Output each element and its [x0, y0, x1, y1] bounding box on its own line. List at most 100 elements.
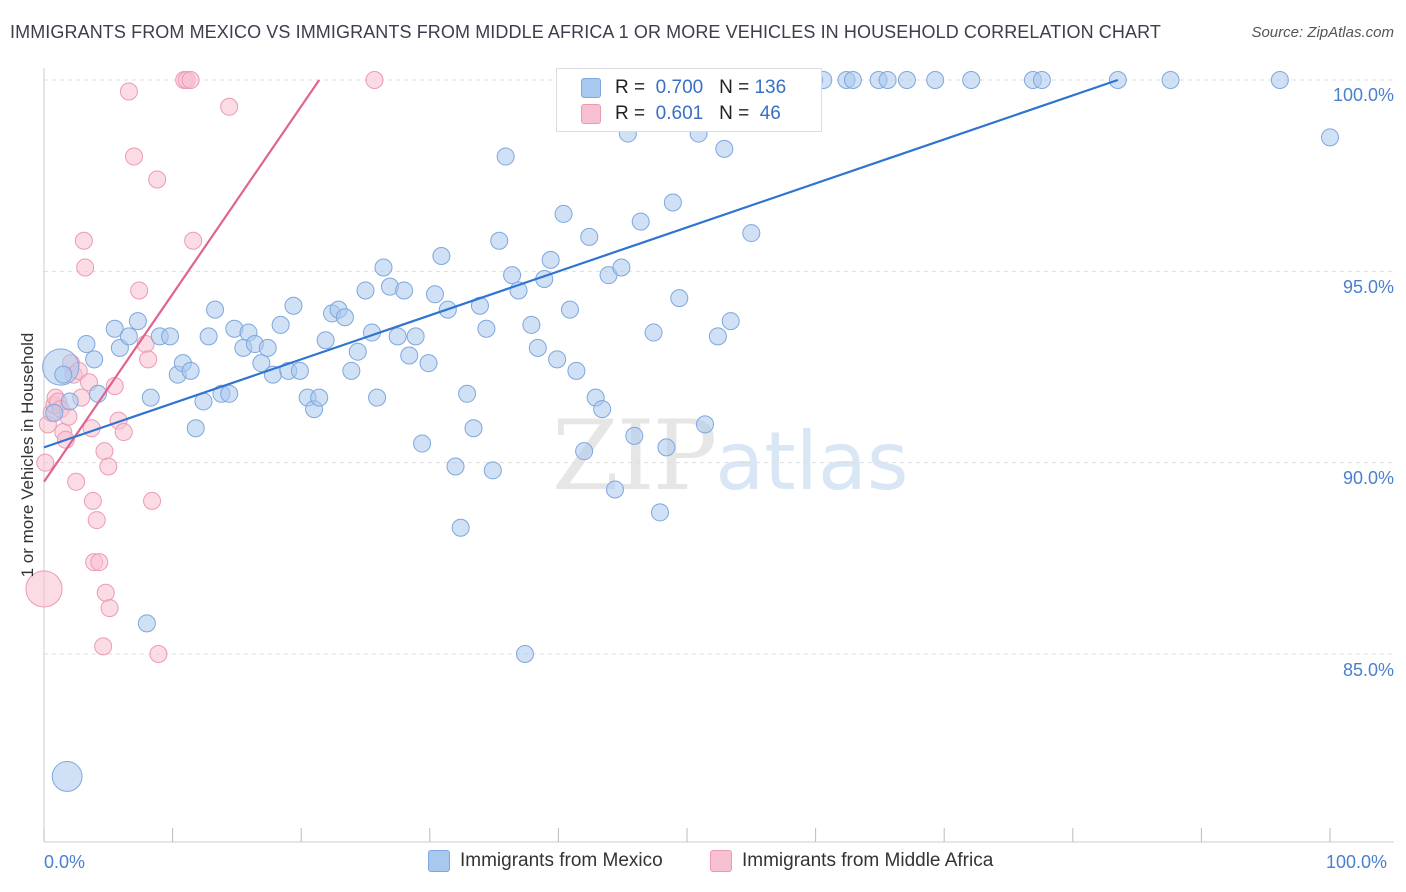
y-tick-label-90: 90.0% [1342, 468, 1394, 488]
point-mexico-52 [400, 346, 419, 365]
point-africa-13 [67, 472, 86, 491]
legend-row-mexico: R = 0.700 N = 136 [581, 75, 786, 101]
trend-line-africa [43, 79, 321, 483]
point-mexico-47 [368, 388, 387, 407]
point-mexico-77 [560, 300, 579, 319]
point-mexico-82 [593, 400, 612, 419]
legend-r-value-africa: 0.601 [655, 103, 704, 124]
point-africa-24 [94, 637, 113, 656]
point-mexico-119 [897, 71, 916, 89]
point-mexico-79 [575, 442, 594, 461]
point-mexico-38 [310, 388, 329, 407]
point-mexico-92 [657, 438, 676, 457]
point-mexico-66 [490, 231, 509, 250]
point-africa-31 [114, 423, 133, 442]
point-mexico-121 [962, 71, 981, 89]
legend-n-label: N = [719, 77, 750, 98]
point-mexico-126 [1270, 71, 1289, 89]
point-mexico-18 [181, 361, 200, 380]
point-mexico-21 [199, 327, 218, 346]
point-mexico-123 [1032, 71, 1051, 89]
point-mexico-48 [374, 258, 393, 277]
point-mexico-118 [878, 71, 897, 89]
point-mexico-85 [612, 258, 631, 277]
point-mexico-91 [650, 503, 669, 522]
point-mexico-101 [715, 139, 734, 158]
point-africa-37 [143, 491, 162, 510]
point-mexico-60 [451, 518, 470, 537]
bottom-legend-label-mexico: Immigrants from Mexico [460, 850, 663, 871]
point-africa-32 [119, 82, 138, 101]
point-mexico-87 [625, 426, 644, 445]
point-africa-25 [95, 442, 114, 461]
bottom-legend-swatch-africa [710, 850, 732, 872]
point-mexico-13 [141, 388, 160, 407]
point-mexico-65 [483, 461, 502, 480]
watermark-atlas: atlas [715, 415, 909, 508]
point-mexico-29 [252, 354, 271, 373]
point-mexico-125 [1161, 71, 1180, 89]
point-mexico-19 [186, 419, 205, 438]
point-africa-17 [76, 258, 95, 277]
x-tick-label-100: 100.0% [1326, 852, 1388, 872]
point-mexico-12 [137, 614, 156, 633]
point-mexico-67 [496, 147, 515, 166]
point-mexico-71 [522, 315, 541, 334]
point-mexico-75 [548, 350, 567, 369]
chart-title: IMMIGRANTS FROM MEXICO VS IMMIGRANTS FRO… [10, 22, 1161, 42]
point-mexico-42 [335, 308, 354, 327]
point-africa-0 [25, 570, 63, 608]
point-mexico-55 [419, 354, 438, 373]
y-axis-label: 1 or more Vehicles in Household [18, 332, 37, 578]
point-mexico-59 [446, 457, 465, 476]
point-africa-38 [148, 170, 167, 189]
point-africa-34 [130, 281, 149, 300]
point-mexico-64 [477, 319, 496, 338]
point-africa-33 [125, 147, 144, 166]
point-mexico-8 [105, 319, 124, 338]
bottom-legend-swatch-mexico [428, 850, 450, 872]
point-mexico-88 [631, 212, 650, 231]
point-africa-26 [96, 583, 115, 602]
point-mexico-90 [644, 323, 663, 342]
point-mexico-5 [77, 335, 96, 354]
legend-r-label: R = [615, 103, 646, 124]
bottom-legend-label-africa: Immigrants from Middle Africa [742, 850, 994, 871]
point-africa-45 [365, 71, 384, 89]
point-mexico-53 [406, 327, 425, 346]
point-mexico-34 [284, 296, 303, 315]
point-mexico-93 [663, 193, 682, 212]
point-mexico-72 [528, 338, 547, 357]
trend-line-mexico [43, 78, 1119, 449]
point-africa-39 [149, 645, 168, 663]
point-mexico-84 [605, 480, 624, 499]
point-mexico-62 [464, 419, 483, 438]
legend-swatch-mexico [581, 78, 601, 98]
point-mexico-70 [515, 645, 534, 663]
source-credit: Source: ZipAtlas.com [1251, 24, 1394, 41]
y-tick-label-100: 100.0% [1332, 85, 1394, 105]
legend-r-value-mexico: 0.700 [655, 77, 704, 98]
point-mexico-2 [45, 403, 64, 422]
point-mexico-32 [271, 315, 290, 334]
point-africa-16 [74, 231, 93, 250]
point-mexico-22 [206, 300, 225, 319]
x-tick-label-0: 0.0% [44, 852, 86, 872]
point-mexico-39 [316, 331, 335, 350]
point-africa-23 [90, 553, 109, 572]
y-tick-label-95: 95.0% [1342, 277, 1394, 297]
point-mexico-80 [580, 227, 599, 246]
point-mexico-74 [541, 250, 560, 269]
point-mexico-116 [843, 71, 862, 89]
point-mexico-15 [161, 327, 180, 346]
bottom-legend-mexico: Immigrants from Mexico [428, 850, 663, 872]
bottom-legend-africa: Immigrants from Middle Africa [710, 850, 993, 872]
point-mexico-102 [721, 312, 740, 331]
point-mexico-98 [696, 415, 715, 434]
point-mexico-10 [119, 327, 138, 346]
point-africa-27 [99, 457, 118, 476]
point-mexico-57 [432, 247, 451, 266]
point-africa-42 [181, 71, 200, 89]
point-mexico-56 [425, 285, 444, 304]
